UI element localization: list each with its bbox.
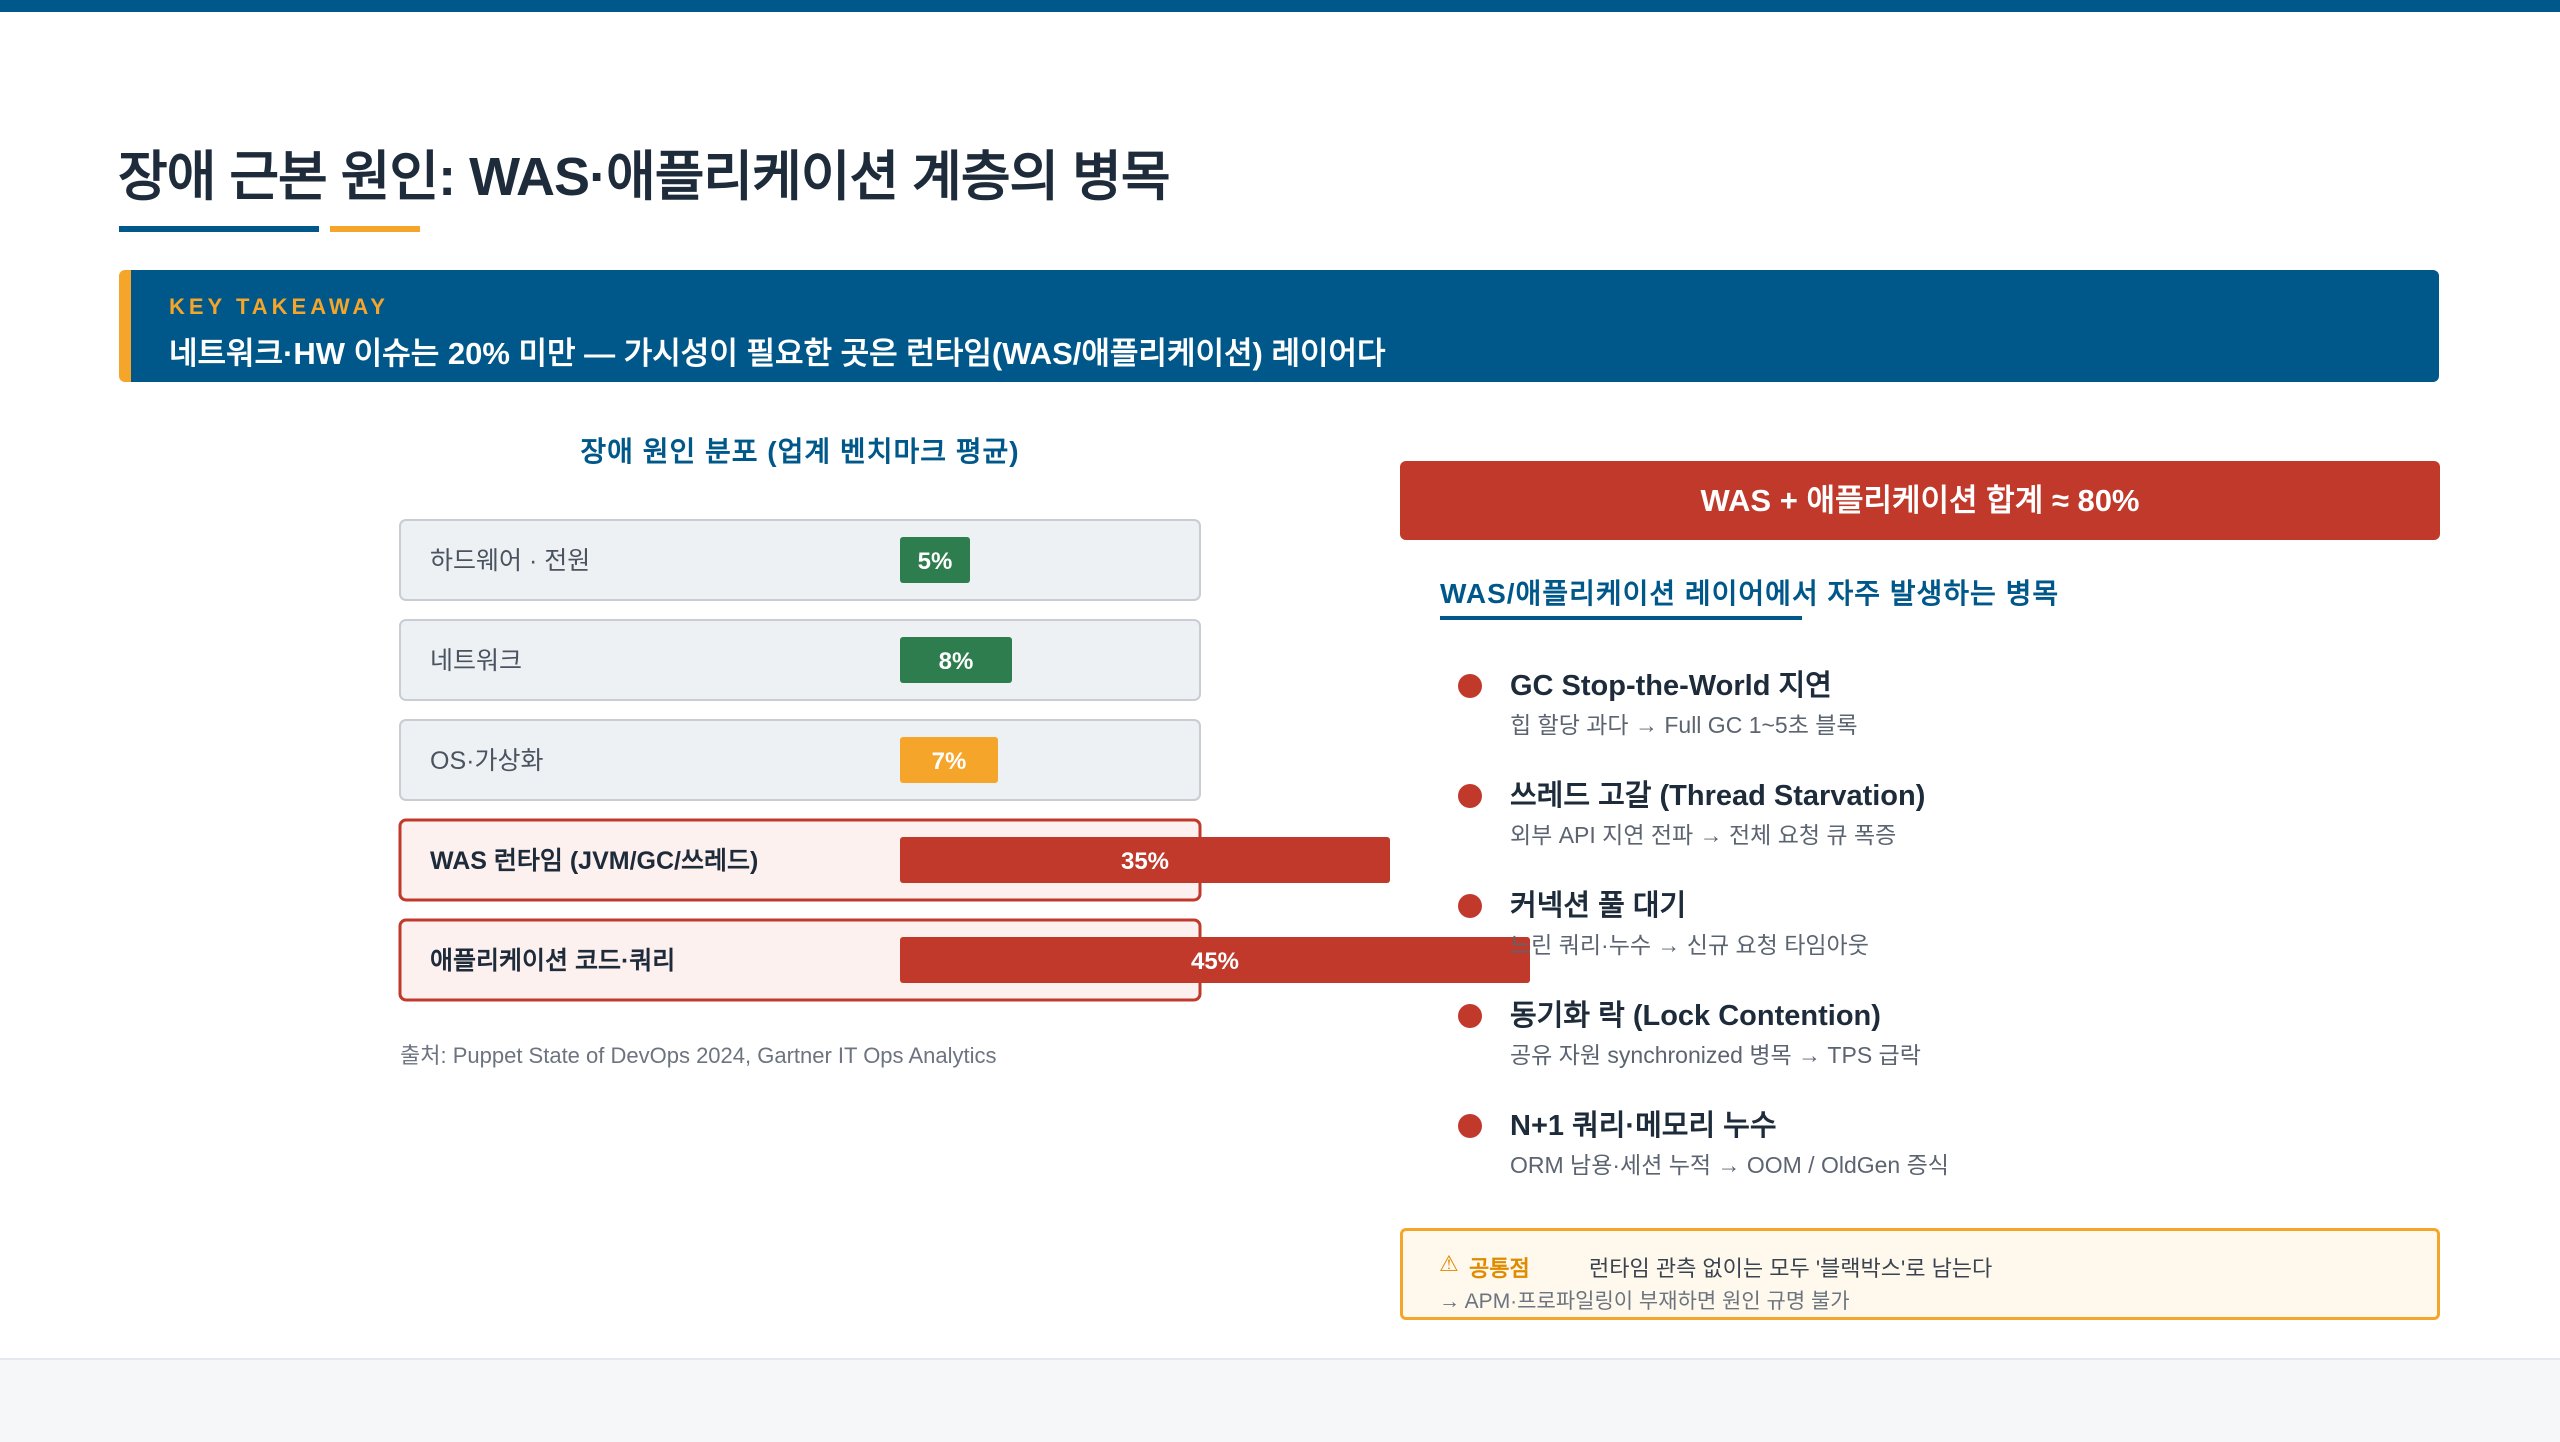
- bottleneck-title: 쓰레드 고갈 (Thread Starvation): [1510, 780, 1926, 812]
- bar-category-label: 애플리케이션 코드·쿼리: [430, 947, 675, 975]
- bar-value-label: 8%: [939, 648, 974, 675]
- bottleneck-title: N+1 쿼리·메모리 누수: [1510, 1110, 1777, 1142]
- bottleneck-desc: 공유 자원 synchronized 병목 → TPS 급락: [1510, 1042, 1921, 1068]
- bar: [900, 537, 970, 583]
- bullet-dot-icon: [1458, 674, 1482, 698]
- bar-category-label: 네트워크: [430, 647, 522, 675]
- cause-distribution-chart: 하드웨어 · 전원 5% 네트워크 8% OS·가상화 7% WAS 런타임 (JVM/GC…: [398, 519, 1530, 1002]
- bullet-dot-icon: [1458, 784, 1482, 808]
- bottleneck-title: 동기화 락 (Lock Contention): [1510, 1000, 1881, 1032]
- source-note: 출처: Puppet State of DevOps 2024, Gartner…: [400, 1043, 997, 1068]
- bullet-dot-icon: [1458, 1114, 1482, 1138]
- bottleneck-desc: 느린 쿼리·누수 → 신규 요청 타임아웃: [1510, 932, 1869, 958]
- bottleneck-item: 동기화 락 (Lock Contention) 공유 자원 synchroniz…: [1440, 992, 2440, 1082]
- bottleneck-title: 커넥션 풀 대기: [1510, 890, 1687, 922]
- bar-value-label: 45%: [1191, 948, 1239, 975]
- bullet-dot-icon: [1458, 1004, 1482, 1028]
- bullet-dot-icon: [1458, 894, 1482, 918]
- bar: [900, 937, 1530, 983]
- note-main-text: 런타임 관측 없이는 모두 '블랙박스'로 남는다: [1589, 1256, 1993, 1281]
- chart-title: 장애 원인 분포 (업계 벤치마크 평균): [580, 436, 1020, 467]
- bar-row-background: [399, 719, 1201, 801]
- bar-value-label: 7%: [932, 748, 967, 775]
- warning-icon: ⚠: [1439, 1251, 1459, 1276]
- total-banner: WAS + 애플리케이션 합계 ≈ 80%: [1400, 461, 2440, 540]
- common-point-note: ⚠ 공통점 런타임 관측 없이는 모두 '블랙박스'로 남는다 → APM·프로…: [1400, 1228, 2440, 1320]
- bar-value-label: 5%: [918, 548, 953, 575]
- note-label: 공통점: [1469, 1256, 1530, 1281]
- page-title: 장애 근본 원인: WAS·애플리케이션 계층의 병목: [118, 147, 1171, 207]
- bar-row-background: [399, 519, 1201, 601]
- bottleneck-heading: WAS/애플리케이션 레이어에서 자주 발생하는 병목: [1440, 578, 2060, 609]
- bottleneck-desc: 힙 할당 과다 → Full GC 1~5초 블록: [1510, 712, 1858, 738]
- bar-category-label: OS·가상화: [430, 747, 543, 775]
- bottleneck-item: 커넥션 풀 대기 느린 쿼리·누수 → 신규 요청 타임아웃: [1440, 882, 2440, 972]
- note-sub-text: → APM·프로파일링이 부재하면 원인 규명 불가: [1439, 1290, 1850, 1313]
- bottleneck-desc: ORM 남용·세션 누적 → OOM / OldGen 증식: [1510, 1152, 1949, 1178]
- bottleneck-item: GC Stop-the-World 지연 힙 할당 과다 → Full GC 1…: [1440, 662, 2440, 752]
- bar: [900, 637, 1012, 683]
- bar: [900, 837, 1390, 883]
- bar: [900, 737, 998, 783]
- bar-category-label: 하드웨어 · 전원: [430, 547, 590, 575]
- key-takeaway-banner: KEY TAKEAWAY 네트워크·HW 이슈는 20% 미만 — 가시성이 필…: [119, 270, 2439, 382]
- title-underline-blue: [119, 226, 319, 232]
- footer-band: [0, 1358, 2560, 1442]
- title-underline-orange: [330, 226, 420, 232]
- top-accent-bar: [0, 0, 2560, 12]
- bar-category-label: WAS 런타임 (JVM/GC/쓰레드): [430, 847, 758, 875]
- bottleneck-desc: 외부 API 지연 전파 → 전체 요청 큐 폭증: [1510, 822, 1897, 848]
- bottleneck-item: 쓰레드 고갈 (Thread Starvation) 외부 API 지연 전파 …: [1440, 772, 2440, 862]
- takeaway-text: 네트워크·HW 이슈는 20% 미만 — 가시성이 필요한 곳은 런타임(WAS…: [169, 336, 1386, 371]
- bottleneck-item: N+1 쿼리·메모리 누수 ORM 남용·세션 누적 → OOM / OldGe…: [1440, 1102, 2440, 1192]
- takeaway-kicker: KEY TAKEAWAY: [169, 294, 389, 319]
- bottleneck-title: GC Stop-the-World 지연: [1510, 670, 1832, 702]
- bottleneck-heading-underline: [1440, 616, 1802, 620]
- bar-value-label: 35%: [1121, 848, 1169, 875]
